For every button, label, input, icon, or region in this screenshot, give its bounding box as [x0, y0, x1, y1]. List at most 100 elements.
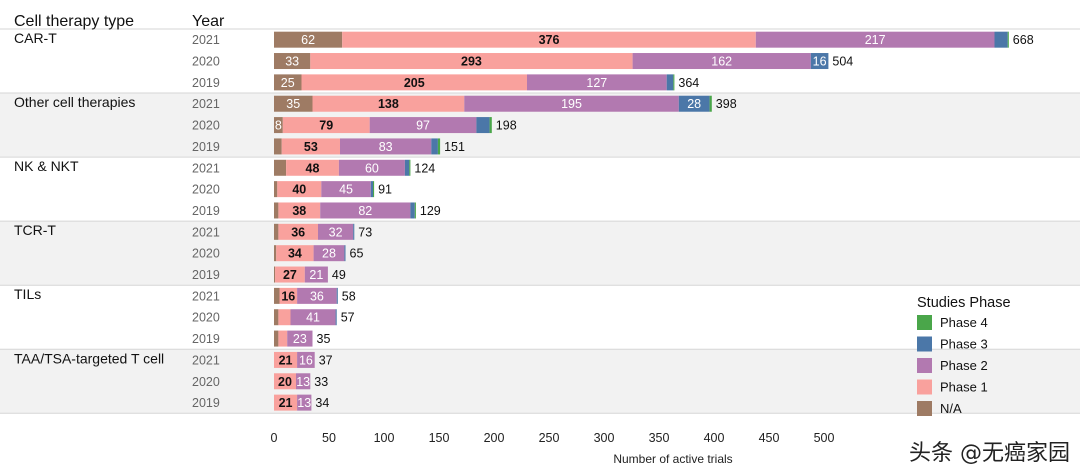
segment-value-label: 162 [711, 55, 732, 69]
total-label: 49 [332, 268, 346, 282]
bar-segment-phase4 [414, 202, 416, 219]
x-tick-label: 200 [484, 431, 505, 445]
x-axis: 0 50 100 150 200 250 300 350 400 450 500 [271, 431, 835, 445]
bar-segment-phase2 [297, 287, 337, 304]
bar-segment-phase1 [277, 181, 322, 198]
x-tick-label: 0 [271, 431, 278, 445]
bar-segment-phase1 [310, 53, 633, 70]
bar-segment-na [274, 309, 279, 326]
bar-segment-phase3 [476, 117, 490, 134]
x-tick-label: 100 [374, 431, 395, 445]
bar-segment-na [274, 74, 302, 91]
segment-value-label: 21 [279, 396, 293, 410]
year-label: 2021 [192, 225, 220, 239]
year-label: 2021 [192, 289, 220, 303]
bar-segment-phase3 [335, 309, 337, 326]
bar-segment-phase4 [1007, 31, 1009, 48]
segment-value-label: 45 [339, 183, 353, 197]
bar-segment-phase2 [369, 117, 477, 134]
legend-label: N/A [940, 401, 962, 416]
segment-value-label: 16 [299, 353, 313, 367]
year-label: 2020 [192, 183, 220, 197]
bar-segment-phase1 [275, 266, 305, 283]
legend-label: Phase 3 [940, 337, 988, 352]
segment-value-label: 20 [278, 375, 292, 389]
bar-segment-phase3 [370, 181, 373, 198]
bar-segment-phase1 [279, 287, 298, 304]
x-tick-label: 150 [429, 431, 450, 445]
segment-value-label: 27 [283, 268, 297, 282]
segment-value-label: 79 [319, 119, 333, 133]
group-label: TAA/TSA-targeted T cell [14, 350, 164, 366]
bar-segment-phase1 [274, 373, 296, 390]
bar-segment-na [274, 138, 282, 155]
segment-value-label: 33 [285, 55, 299, 69]
bar-segment-phase1 [278, 223, 318, 240]
year-label: 2020 [192, 375, 220, 389]
segment-value-label: 40 [292, 183, 306, 197]
segment-value-label: 48 [306, 161, 320, 175]
bar-segment-phase3 [431, 138, 438, 155]
bar-segment-phase4 [673, 74, 675, 91]
year-label: 2019 [192, 332, 220, 346]
bar-segment-phase2 [320, 202, 411, 219]
x-tick-label: 400 [704, 431, 725, 445]
watermark-text: 头条 @无癌家园 [909, 441, 1070, 466]
bar-segment-phase2 [338, 159, 405, 176]
bar-segment-phase2 [313, 245, 345, 262]
segment-value-label: 34 [288, 247, 302, 261]
group-label: NK & NKT [14, 158, 79, 174]
bar-segment-phase1 [282, 117, 370, 134]
segment-value-label: 13 [297, 396, 311, 410]
year-label: 2019 [192, 76, 220, 90]
group-band [0, 349, 1080, 414]
row-header-type: Cell therapy type [14, 13, 134, 30]
segment-value-label: 32 [329, 225, 343, 239]
total-label: 198 [496, 119, 517, 133]
group-band [0, 221, 1080, 286]
legend-swatch [917, 358, 932, 373]
group-band [0, 285, 1080, 350]
total-label: 668 [1013, 33, 1034, 47]
bar-segment-phase4 [489, 117, 492, 134]
segment-value-label: 21 [309, 268, 323, 282]
bar-segment-phase3 [678, 95, 710, 112]
year-label: 2019 [192, 268, 220, 282]
year-label: 2020 [192, 247, 220, 261]
bar-segment-na [274, 202, 279, 219]
year-label: 2020 [192, 55, 220, 69]
bar-segment-phase3 [810, 53, 829, 70]
bar-segment-phase2 [296, 373, 311, 390]
bar-segment-phase3 [336, 287, 338, 304]
segment-value-label: 127 [586, 76, 607, 90]
segment-value-label: 138 [378, 97, 399, 111]
x-tick-label: 500 [814, 431, 835, 445]
bar-segment-na [274, 223, 279, 240]
x-axis-label: Number of active trials [613, 452, 732, 466]
legend-swatch [917, 336, 932, 352]
bar-segment-phase2 [304, 266, 328, 283]
bar-segment-phase1 [278, 309, 291, 326]
bar-segment-phase2 [755, 31, 995, 48]
segment-value-label: 60 [365, 161, 379, 175]
year-label: 2021 [192, 97, 220, 111]
total-label: 129 [420, 204, 441, 218]
bar-segment-phase4 [437, 138, 441, 155]
bar-segment-phase1 [274, 351, 298, 368]
bar-segment-phase3 [994, 31, 1008, 48]
group-band [0, 157, 1080, 222]
bar-segment-phase1 [278, 330, 288, 347]
bar-segment-phase1 [342, 31, 756, 48]
year-label: 2019 [192, 140, 220, 154]
bar-segment-na [274, 287, 280, 304]
segment-value-label: 205 [404, 76, 425, 90]
year-label: 2019 [192, 204, 220, 218]
bar-segment-phase3 [410, 202, 415, 219]
bar-segment-phase2 [340, 138, 432, 155]
bar-segment-phase1 [276, 245, 314, 262]
total-label: 124 [414, 161, 435, 175]
bar-segment-phase3 [404, 159, 410, 176]
segment-value-label: 53 [304, 140, 318, 154]
segment-value-label: 217 [865, 33, 886, 47]
